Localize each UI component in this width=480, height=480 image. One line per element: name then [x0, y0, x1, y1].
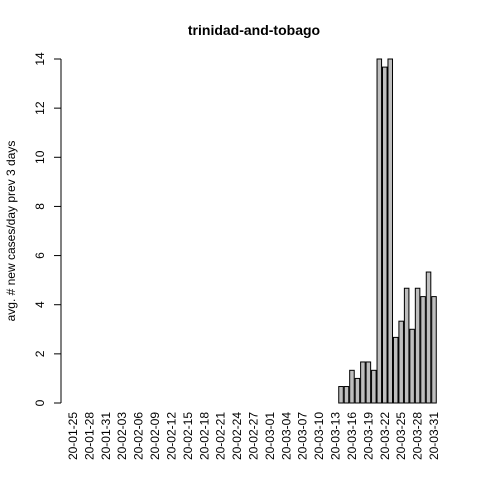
- y-axis-label: avg. # new cases/day prev 3 days: [4, 141, 18, 322]
- x-tick-label: 20-02-09: [148, 412, 162, 460]
- y-tick-label: 2: [33, 350, 47, 357]
- y-tick-label: 14: [33, 52, 47, 66]
- x-tick-label: 20-03-07: [296, 412, 310, 460]
- bar: [360, 361, 366, 404]
- x-tick-label: 20-03-22: [378, 412, 392, 460]
- bar: [392, 336, 399, 404]
- x-tick-label: 20-02-06: [132, 412, 146, 460]
- bar: [382, 66, 388, 404]
- x-tick-label: 20-02-27: [247, 412, 261, 460]
- bar: [409, 328, 415, 404]
- x-tick-label: 20-02-15: [181, 412, 195, 460]
- x-tick-label: 20-01-28: [82, 412, 96, 460]
- bar: [338, 386, 344, 404]
- bar: [431, 296, 437, 404]
- y-tick-label: 6: [33, 252, 47, 259]
- x-tick-label: 20-03-10: [312, 412, 326, 460]
- bar: [376, 58, 383, 404]
- y-tick-label: 0: [33, 399, 47, 406]
- bar: [349, 369, 355, 404]
- x-tick-label: 20-03-28: [411, 412, 425, 460]
- chart-title: trinidad-and-tobago: [188, 22, 320, 38]
- bar: [343, 386, 350, 404]
- y-tick-label: 8: [33, 203, 47, 210]
- x-tick-label: 20-03-04: [279, 412, 293, 460]
- x-tick-label: 20-03-16: [345, 412, 359, 460]
- y-tick-label: 12: [33, 101, 47, 115]
- x-tick-label: 20-01-31: [99, 412, 113, 460]
- bar: [365, 361, 372, 404]
- bar: [371, 369, 377, 404]
- bar: [354, 377, 361, 404]
- x-tick-label: 20-01-25: [66, 412, 80, 460]
- y-tick-label: 10: [33, 150, 47, 164]
- bar: [414, 287, 421, 404]
- x-tick-label: 20-02-03: [115, 412, 129, 460]
- x-tick-label: 20-03-31: [427, 412, 441, 460]
- bar: [420, 296, 426, 404]
- x-tick-label: 20-02-18: [197, 412, 211, 460]
- bar: [425, 271, 432, 404]
- y-tick-label: 4: [33, 301, 47, 308]
- x-tick-label: 20-02-24: [230, 412, 244, 460]
- x-tick-label: 20-03-01: [263, 412, 277, 460]
- x-tick-label: 20-03-25: [394, 412, 408, 460]
- bar: [403, 287, 410, 404]
- bar: [387, 58, 394, 404]
- x-tick-label: 20-03-19: [361, 412, 375, 460]
- x-tick-label: 20-03-13: [329, 412, 343, 460]
- x-tick-label: 20-02-12: [164, 412, 178, 460]
- x-tick-label: 20-02-21: [214, 412, 228, 460]
- bar: [398, 320, 404, 404]
